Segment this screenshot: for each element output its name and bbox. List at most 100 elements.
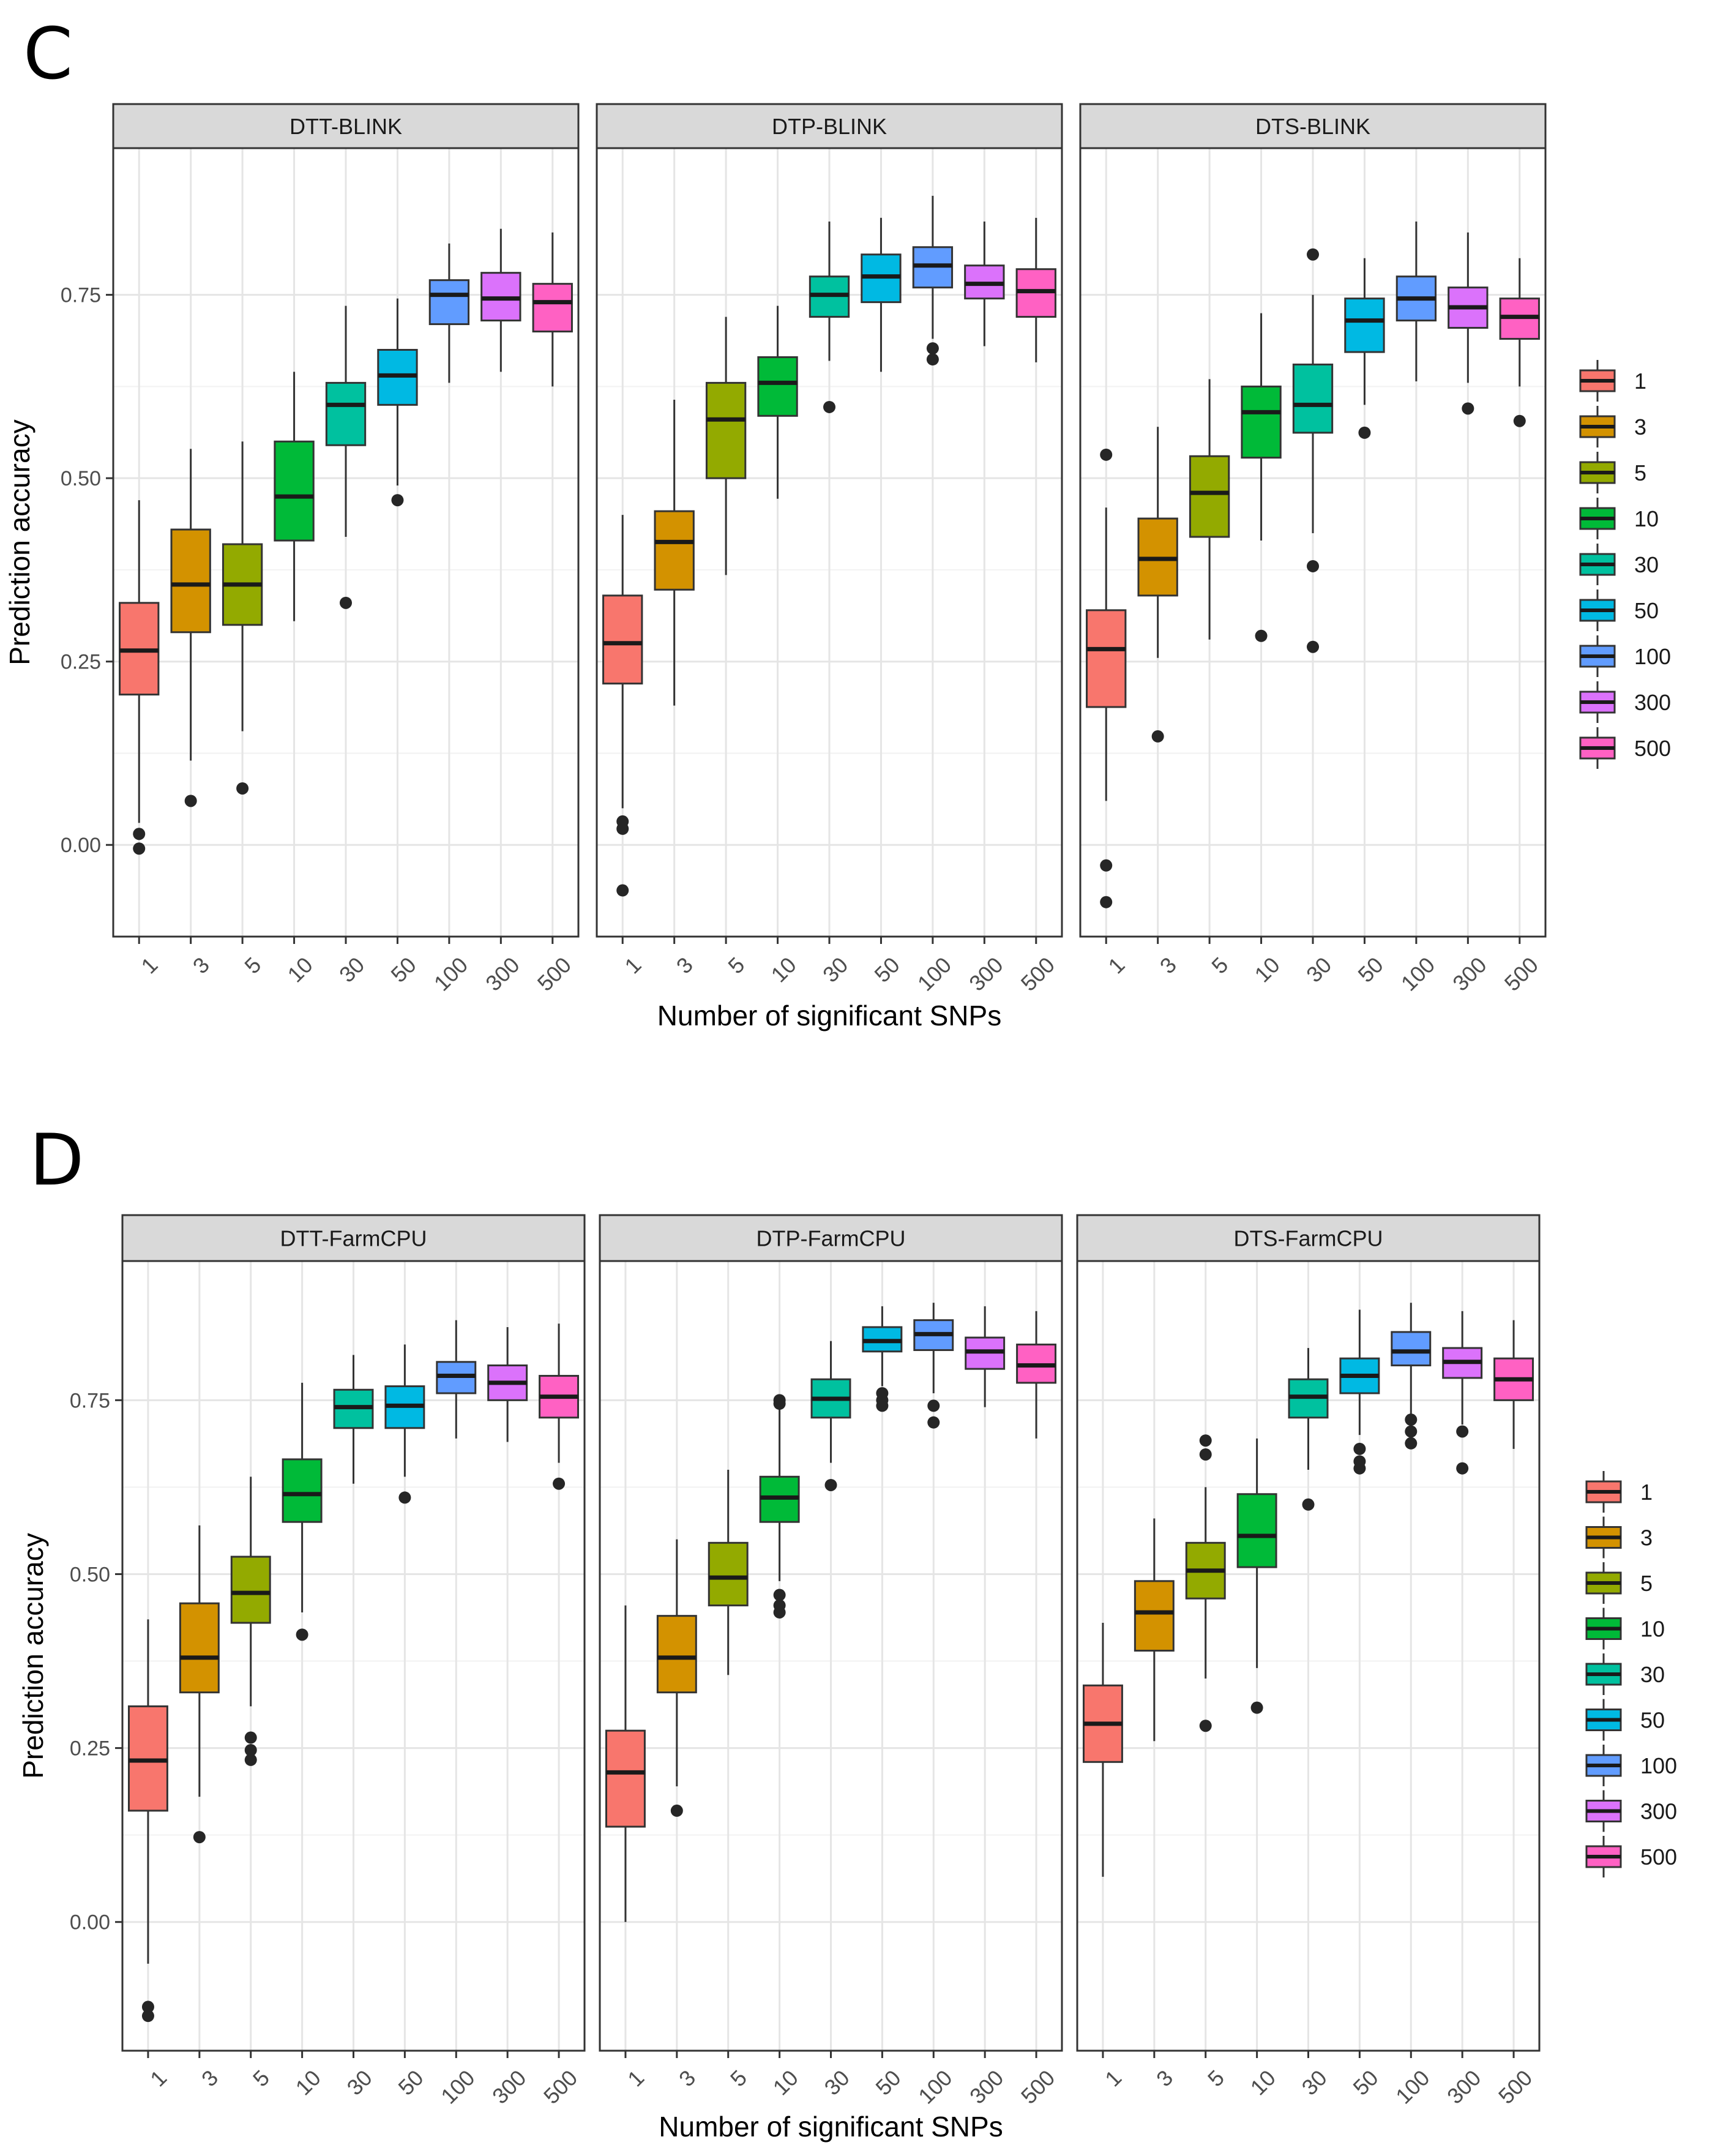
box-500 [1499, 258, 1540, 427]
facet-strip [1076, 1214, 1541, 1262]
facet-strip [596, 103, 1063, 149]
box-iqr [1292, 363, 1334, 434]
panel-letter: D [29, 1119, 84, 1202]
box-5 [222, 441, 263, 795]
x-tick-label: 100 [913, 2065, 957, 2108]
y-tick-label: 0.50 [70, 1563, 110, 1586]
outlier-point [876, 1399, 889, 1412]
outlier-point [616, 884, 629, 897]
box-iqr [532, 283, 573, 333]
x-tick-label: 100 [429, 952, 473, 995]
box-50 [1339, 1309, 1380, 1475]
legend-label: 3 [1634, 414, 1646, 440]
outlier-point [1255, 629, 1268, 642]
box-iqr [757, 356, 798, 417]
legend-label: 1 [1634, 369, 1646, 394]
box-50 [384, 1344, 425, 1504]
facet-title: DTP-BLINK [772, 114, 887, 139]
x-tick-label: 100 [436, 2065, 479, 2108]
box-3 [656, 1539, 697, 1817]
legend-label: 30 [1634, 552, 1659, 577]
outlier-point [1405, 1425, 1418, 1438]
box-500 [532, 232, 573, 387]
y-tick-label: 0.25 [61, 651, 101, 674]
outlier-point [141, 2010, 154, 2023]
legend-label: 50 [1640, 1708, 1665, 1733]
x-tick-label: 1 [619, 952, 646, 978]
outlier-point [1353, 1442, 1366, 1455]
facet-strip [1079, 103, 1547, 149]
x-tick-label: 300 [964, 952, 1007, 995]
x-tick-label: 5 [248, 2065, 274, 2091]
box-50 [377, 298, 418, 507]
box-100 [428, 243, 470, 383]
box-500 [1015, 217, 1056, 362]
box-30 [810, 1341, 851, 1491]
box-5 [1189, 379, 1230, 640]
box-30 [1292, 248, 1334, 653]
outlier-point [773, 1606, 786, 1619]
outlier-point [236, 782, 249, 795]
outlier-point [1199, 1434, 1212, 1447]
x-tick-label: 50 [1348, 2065, 1383, 2100]
y-tick-label: 0.00 [70, 1911, 110, 1934]
box-100 [1391, 1303, 1432, 1450]
legend-label: 50 [1634, 598, 1659, 623]
facet-DTS-BLINK: DTS-BLINK 1 3 5 10 30 50 100 300 500 [1079, 103, 1547, 996]
x-tick-label: 50 [870, 2065, 905, 2100]
legend-label: 500 [1634, 736, 1671, 761]
x-tick-label: 50 [869, 952, 904, 987]
box-1 [1086, 448, 1127, 908]
outlier-point [1405, 1413, 1418, 1426]
x-tick-label: 500 [532, 952, 576, 995]
outlier-point [773, 1589, 786, 1601]
outlier-point [1456, 1425, 1469, 1438]
outlier-point [824, 1478, 837, 1491]
box-30 [809, 221, 850, 413]
box-iqr [1391, 1331, 1432, 1366]
box-300 [1448, 232, 1489, 415]
outlier-point [193, 1831, 206, 1844]
x-tick-label: 30 [820, 2065, 854, 2100]
outlier-point [670, 1804, 683, 1817]
box-10 [757, 305, 798, 499]
x-tick-label: 3 [196, 2065, 223, 2091]
legend-label: 5 [1634, 460, 1646, 485]
facet-DTP-BLINK: DTP-BLINK 1 3 5 10 30 50 100 300 500 [596, 103, 1063, 996]
box-iqr [705, 381, 747, 479]
box-10 [1241, 313, 1282, 642]
box-500 [539, 1323, 580, 1490]
outlier-point [1307, 640, 1319, 653]
box-5 [230, 1477, 271, 1766]
x-tick-label: 5 [723, 952, 749, 978]
x-tick-label: 1 [136, 952, 162, 978]
x-tick-label: 300 [1442, 2065, 1485, 2108]
box-1 [605, 1605, 646, 1922]
y-tick-label: 0.50 [61, 467, 101, 490]
outlier-point [926, 342, 939, 355]
legend-label: 100 [1640, 1753, 1677, 1778]
outlier-point [1199, 1448, 1212, 1461]
box-5 [708, 1469, 749, 1675]
outlier-point [1307, 248, 1319, 261]
legend-label: 1 [1640, 1480, 1653, 1505]
x-tick-label: 50 [1353, 952, 1388, 987]
box-iqr [170, 528, 211, 634]
x-axis-title: Number of significant SNPs [657, 1000, 1001, 1031]
x-tick-label: 100 [1391, 2065, 1434, 2108]
facet-title: DTT-FarmCPU [280, 1226, 427, 1251]
legend-label: 10 [1640, 1617, 1665, 1642]
x-tick-label: 10 [283, 952, 318, 987]
facet-DTS-FarmCPU: DTS-FarmCPU 1 3 5 10 30 50 100 300 500 [1076, 1214, 1541, 2109]
x-tick-label: 1 [1103, 952, 1129, 978]
box-500 [1016, 1311, 1057, 1439]
facet-title: DTS-BLINK [1255, 114, 1370, 139]
x-tick-label: 30 [1301, 952, 1336, 987]
x-tick-label: 300 [487, 2065, 531, 2108]
outlier-point [1199, 1720, 1212, 1732]
x-tick-label: 30 [1297, 2065, 1332, 2100]
x-tick-label: 100 [1396, 952, 1440, 995]
box-300 [487, 1327, 528, 1442]
box-30 [333, 1355, 374, 1484]
